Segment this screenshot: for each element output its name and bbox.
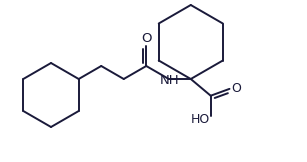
Text: O: O	[231, 82, 241, 95]
Text: NH: NH	[160, 74, 180, 87]
Text: HO: HO	[191, 113, 210, 126]
Text: O: O	[141, 33, 152, 46]
